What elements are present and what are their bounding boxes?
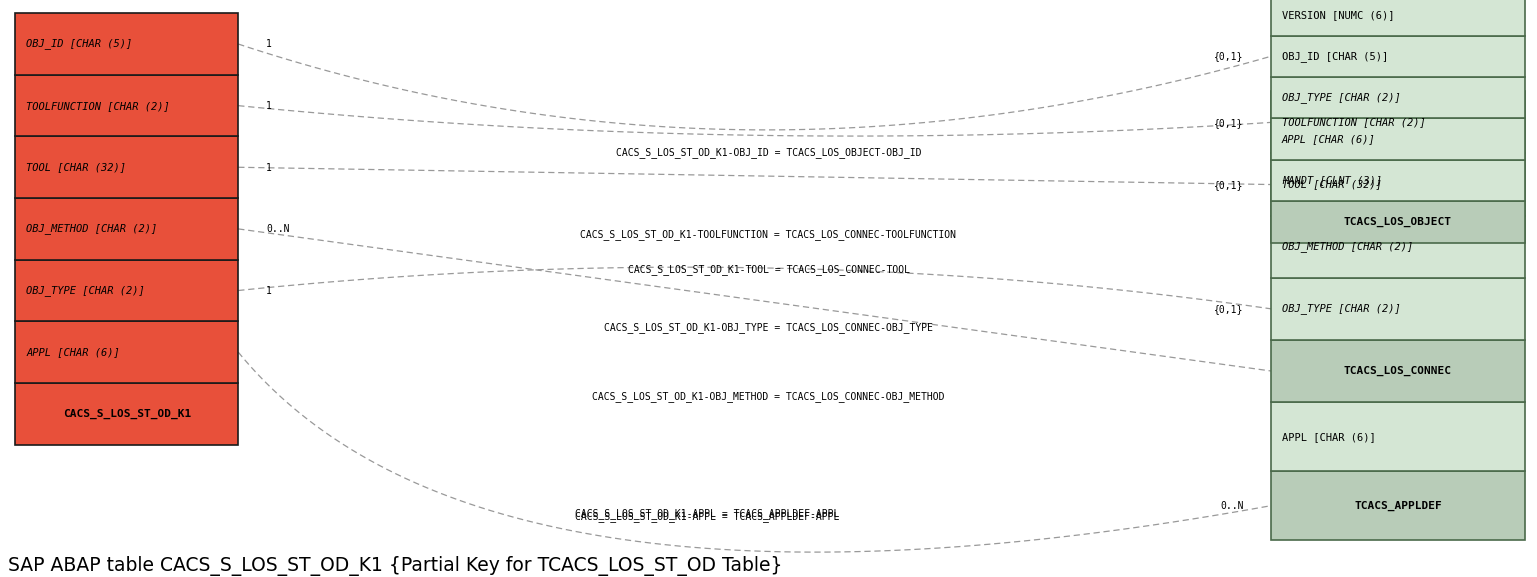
Text: OBJ_TYPE [CHAR (2)]: OBJ_TYPE [CHAR (2)] — [26, 285, 144, 296]
Bar — [1271, 278, 1525, 340]
Text: OBJ_ID [CHAR (5)]: OBJ_ID [CHAR (5)] — [26, 39, 132, 50]
Text: {0,1}: {0,1} — [1214, 51, 1243, 62]
Text: 1: 1 — [266, 286, 272, 296]
Bar — [1271, 77, 1525, 118]
Text: CACS_S_LOS_ST_OD_K1-OBJ_ID = TCACS_LOS_OBJECT-OBJ_ID: CACS_S_LOS_ST_OD_K1-OBJ_ID = TCACS_LOS_O… — [616, 147, 921, 158]
Text: 0..N: 0..N — [266, 224, 289, 234]
Text: 0..N: 0..N — [1220, 501, 1243, 511]
Bar — [1271, 216, 1525, 278]
Bar — [1271, 340, 1525, 402]
Text: OBJ_METHOD [CHAR (2)]: OBJ_METHOD [CHAR (2)] — [26, 223, 157, 234]
Text: SAP ABAP table CACS_S_LOS_ST_OD_K1 {Partial Key for TCACS_LOS_ST_OD Table}: SAP ABAP table CACS_S_LOS_ST_OD_K1 {Part… — [8, 556, 782, 576]
Text: CACS_S_LOS_ST_OD_K1-APPL = TCACS_APPLDEF-APPL: CACS_S_LOS_ST_OD_K1-APPL = TCACS_APPLDEF… — [575, 511, 839, 522]
Bar — [1271, 91, 1525, 153]
Text: CACS_S_LOS_ST_OD_K1-APPL = TCACS_APPLDEF-APPL: CACS_S_LOS_ST_OD_K1-APPL = TCACS_APPLDEF… — [575, 508, 839, 519]
Text: MANDT [CLNT (3)]: MANDT [CLNT (3)] — [1282, 175, 1382, 186]
Text: {0,1}: {0,1} — [1214, 118, 1243, 128]
Bar — [1271, 160, 1525, 201]
Text: OBJ_TYPE [CHAR (2)]: OBJ_TYPE [CHAR (2)] — [1282, 92, 1400, 103]
Text: CACS_S_LOS_ST_OD_K1-TOOLFUNCTION = TCACS_LOS_CONNEC-TOOLFUNCTION: CACS_S_LOS_ST_OD_K1-TOOLFUNCTION = TCACS… — [581, 229, 956, 240]
Text: VERSION [NUMC (6)]: VERSION [NUMC (6)] — [1282, 10, 1394, 20]
Bar — [15, 75, 238, 136]
Bar — [15, 321, 238, 383]
Bar — [1271, 402, 1525, 471]
Text: OBJ_TYPE [CHAR (2)]: OBJ_TYPE [CHAR (2)] — [1282, 304, 1400, 314]
Bar — [15, 13, 238, 75]
Bar — [1271, 471, 1525, 540]
Text: APPL [CHAR (6)]: APPL [CHAR (6)] — [1282, 134, 1376, 144]
Bar — [1271, 201, 1525, 243]
Text: TCACS_LOS_OBJECT: TCACS_LOS_OBJECT — [1343, 217, 1452, 227]
Text: CACS_S_LOS_ST_OD_K1-OBJ_METHOD = TCACS_LOS_CONNEC-OBJ_METHOD: CACS_S_LOS_ST_OD_K1-OBJ_METHOD = TCACS_L… — [592, 391, 945, 402]
Text: CACS_S_LOS_ST_OD_K1-TOOL = TCACS_LOS_CONNEC-TOOL: CACS_S_LOS_ST_OD_K1-TOOL = TCACS_LOS_CON… — [627, 264, 910, 275]
Bar — [15, 136, 238, 198]
Bar — [1271, 0, 1525, 36]
Text: 1: 1 — [266, 163, 272, 173]
Text: CACS_S_LOS_ST_OD_K1-OBJ_TYPE = TCACS_LOS_CONNEC-OBJ_TYPE: CACS_S_LOS_ST_OD_K1-OBJ_TYPE = TCACS_LOS… — [604, 322, 933, 333]
Bar — [15, 260, 238, 321]
Text: {0,1}: {0,1} — [1214, 180, 1243, 190]
Bar — [15, 198, 238, 260]
Text: APPL [CHAR (6)]: APPL [CHAR (6)] — [26, 347, 120, 357]
Text: TOOL [CHAR (32)]: TOOL [CHAR (32)] — [26, 162, 126, 173]
Text: APPL [CHAR (6)]: APPL [CHAR (6)] — [1282, 432, 1376, 441]
Text: 1: 1 — [266, 39, 272, 50]
Text: TOOLFUNCTION [CHAR (2)]: TOOLFUNCTION [CHAR (2)] — [26, 100, 171, 111]
Bar — [1271, 118, 1525, 160]
Text: OBJ_ID [CHAR (5)]: OBJ_ID [CHAR (5)] — [1282, 51, 1388, 62]
Text: TOOL [CHAR (32)]: TOOL [CHAR (32)] — [1282, 179, 1382, 189]
Text: TOOLFUNCTION [CHAR (2)]: TOOLFUNCTION [CHAR (2)] — [1282, 117, 1426, 128]
Bar — [1271, 36, 1525, 77]
Text: TCACS_LOS_CONNEC: TCACS_LOS_CONNEC — [1343, 366, 1452, 376]
Text: {0,1}: {0,1} — [1214, 304, 1243, 314]
Text: TCACS_APPLDEF: TCACS_APPLDEF — [1354, 501, 1442, 511]
Bar — [15, 383, 238, 444]
Text: 1: 1 — [266, 101, 272, 111]
Text: OBJ_METHOD [CHAR (2)]: OBJ_METHOD [CHAR (2)] — [1282, 241, 1413, 252]
Bar — [1271, 153, 1525, 216]
Text: CACS_S_LOS_ST_OD_K1: CACS_S_LOS_ST_OD_K1 — [63, 409, 191, 419]
